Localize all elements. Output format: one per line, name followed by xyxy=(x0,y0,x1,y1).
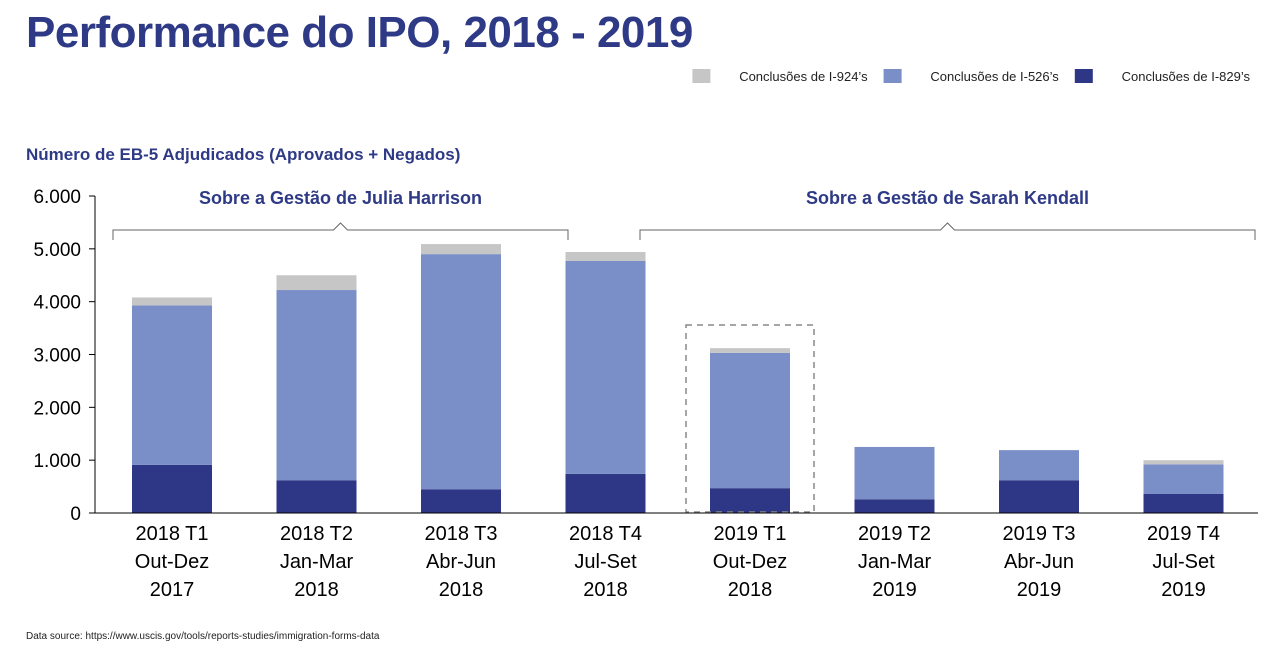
y-tick-label: 3.000 xyxy=(33,346,81,367)
bar-segment xyxy=(421,244,501,255)
x-tick-label: 2018 xyxy=(294,579,339,601)
bars xyxy=(132,244,1224,513)
x-tick-label: Jul-Set xyxy=(1152,551,1215,573)
chart-title: Performance do IPO, 2018 - 2019 xyxy=(26,8,693,57)
y-tick-label: 0 xyxy=(70,504,81,525)
highlight-box xyxy=(685,324,815,513)
y-tick-label: 2.000 xyxy=(33,398,81,419)
annotation-label: Sobre a Gestão de Sarah Kendall xyxy=(806,188,1089,208)
x-tick-label: 2019 T2 xyxy=(858,523,931,545)
x-tick-label: 2017 xyxy=(150,579,195,601)
x-tick-label: 2019 xyxy=(872,579,917,601)
x-tick-label: 2018 T4 xyxy=(569,523,642,545)
y-tick-label: 6.000 xyxy=(33,187,81,208)
bar-segment xyxy=(421,489,501,513)
bar-segment xyxy=(276,480,357,513)
bar-segment xyxy=(421,254,501,490)
bar-segment xyxy=(710,352,790,489)
data-source-note: Data source: https://www.uscis.gov/tools… xyxy=(26,631,380,642)
legend-swatch xyxy=(692,69,711,83)
bar-segment xyxy=(854,446,935,500)
bar-segment xyxy=(132,464,212,513)
bar-segment xyxy=(1143,464,1224,494)
x-tick-label: 2019 T1 xyxy=(713,523,786,545)
bar-segment xyxy=(999,450,1079,481)
legend-swatch xyxy=(883,69,902,83)
legend-label: Conclusões de I-526’s xyxy=(930,69,1059,84)
legend-label: Conclusões de I-829’s xyxy=(1122,69,1251,84)
y-axis: 0 1.000 2.000 3.000 4.000 5.000 6.000 xyxy=(33,187,96,525)
x-tick-label: 2018 xyxy=(728,579,773,601)
bar-segment xyxy=(1143,493,1224,513)
x-tick-label: Jan-Mar xyxy=(858,551,932,573)
x-tick-label: Abr-Jun xyxy=(1004,551,1074,573)
bar-segment xyxy=(854,499,935,513)
x-tick-label: Jul-Set xyxy=(574,551,637,573)
bar-segment xyxy=(710,488,790,513)
bar-segment xyxy=(132,297,212,306)
bar-segment xyxy=(276,275,357,291)
x-tick-label: 2019 T4 xyxy=(1147,523,1220,545)
bracket xyxy=(639,222,1256,240)
legend-swatch xyxy=(1074,69,1093,83)
bar-segment xyxy=(999,480,1079,513)
legend: Conclusões de I-829’s Conclusões de I-526… xyxy=(692,69,1250,84)
x-tick-label: Out-Dez xyxy=(135,551,209,573)
x-tick-label: 2019 xyxy=(1161,579,1206,601)
y-tick-label: 5.000 xyxy=(33,240,81,261)
x-axis: 2018 T1 Out-Dez 2017 2018 T2 Jan-Mar 2018 2018… xyxy=(95,512,1258,601)
x-tick-label: 2018 T3 xyxy=(424,523,497,545)
management-annotations: Sobre a Gestão de Julia Harrison Sobre a … xyxy=(112,188,1256,240)
x-tick-label: 2019 T3 xyxy=(1002,523,1075,545)
bar-segment xyxy=(565,473,646,513)
bar-segment xyxy=(710,348,790,353)
x-tick-label: Abr-Jun xyxy=(426,551,496,573)
bar-segment xyxy=(565,252,646,261)
x-tick-label: Out-Dez xyxy=(713,551,787,573)
x-tick-label: 2018 T2 xyxy=(280,523,353,545)
x-tick-label: Jan-Mar xyxy=(280,551,354,573)
y-tick-label: 4.000 xyxy=(33,293,81,314)
bar-segment xyxy=(1143,460,1224,465)
bar-segment xyxy=(565,260,646,474)
legend-label: Conclusões de I-924’s xyxy=(739,69,868,84)
bar-segment xyxy=(276,290,357,481)
x-tick-label: 2018 T1 xyxy=(135,523,208,545)
x-tick-label: 2018 xyxy=(439,579,484,601)
annotation-label: Sobre a Gestão de Julia Harrison xyxy=(199,188,482,208)
bracket xyxy=(112,222,569,240)
x-tick-label: 2019 xyxy=(1017,579,1062,601)
y-tick-label: 1.000 xyxy=(33,451,81,472)
x-tick-label: 2018 xyxy=(583,579,628,601)
bar-segment xyxy=(132,305,212,465)
y-axis-label: Número de EB-5 Adjudicados (Aprovados + … xyxy=(26,145,460,164)
